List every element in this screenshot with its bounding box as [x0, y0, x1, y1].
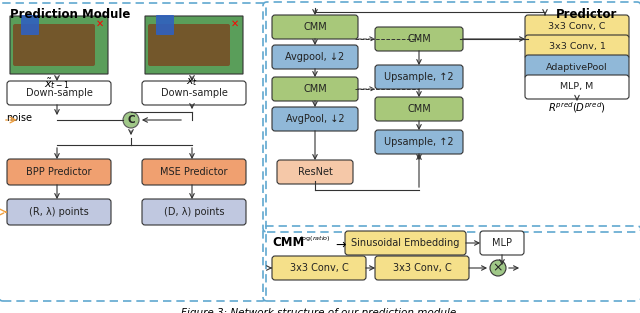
FancyBboxPatch shape — [272, 77, 358, 101]
FancyBboxPatch shape — [375, 65, 463, 89]
Text: Upsample, ↑2: Upsample, ↑2 — [384, 137, 454, 147]
Text: 3x3 Conv, C: 3x3 Conv, C — [548, 23, 605, 32]
Text: Figure 3: Network structure of our prediction module.: Figure 3: Network structure of our predi… — [180, 308, 460, 313]
FancyBboxPatch shape — [277, 160, 353, 184]
FancyBboxPatch shape — [525, 55, 629, 79]
Text: Prediction Module: Prediction Module — [10, 8, 131, 21]
Text: ResNet: ResNet — [298, 167, 332, 177]
Circle shape — [123, 112, 139, 128]
FancyBboxPatch shape — [272, 45, 358, 69]
FancyBboxPatch shape — [7, 81, 111, 105]
FancyBboxPatch shape — [142, 199, 246, 225]
Text: 3x3 Conv, C: 3x3 Conv, C — [290, 263, 348, 273]
Text: noise: noise — [6, 113, 32, 123]
Text: CMM: CMM — [272, 236, 304, 249]
Text: (R, λ) points: (R, λ) points — [29, 207, 89, 217]
FancyBboxPatch shape — [7, 199, 111, 225]
FancyBboxPatch shape — [375, 256, 469, 280]
Text: Sinusoidal Embedding: Sinusoidal Embedding — [351, 238, 460, 248]
Text: ✕: ✕ — [96, 19, 104, 29]
Text: CMM: CMM — [407, 34, 431, 44]
Text: $x_t$: $x_t$ — [186, 76, 198, 88]
FancyBboxPatch shape — [525, 15, 629, 39]
FancyBboxPatch shape — [375, 97, 463, 121]
Text: MLP, M: MLP, M — [561, 83, 594, 91]
Text: Down-sample: Down-sample — [26, 88, 92, 98]
Text: $R^{pred}(D^{pred})$: $R^{pred}(D^{pred})$ — [548, 100, 606, 115]
Text: BPP Predictor: BPP Predictor — [26, 167, 92, 177]
FancyBboxPatch shape — [7, 159, 111, 185]
Text: 3x3 Conv, 1: 3x3 Conv, 1 — [548, 43, 605, 52]
FancyBboxPatch shape — [142, 159, 246, 185]
Text: Predictor: Predictor — [556, 8, 618, 21]
Text: C: C — [127, 115, 135, 125]
Text: CMM: CMM — [407, 104, 431, 114]
Text: (D, λ) points: (D, λ) points — [164, 207, 224, 217]
FancyBboxPatch shape — [272, 107, 358, 131]
Text: ×: × — [493, 261, 503, 275]
Text: 3x3 Conv, C: 3x3 Conv, C — [392, 263, 451, 273]
Text: $\tilde{x}_{t-1}$: $\tilde{x}_{t-1}$ — [44, 76, 70, 91]
Text: CMM: CMM — [303, 84, 327, 94]
Text: CMM: CMM — [303, 22, 327, 32]
Text: ✕: ✕ — [231, 19, 239, 29]
FancyBboxPatch shape — [145, 16, 243, 74]
Text: Down-sample: Down-sample — [161, 88, 227, 98]
Text: Avgpool, ↓2: Avgpool, ↓2 — [285, 52, 344, 62]
Text: AvgPool, ↓2: AvgPool, ↓2 — [285, 114, 344, 124]
FancyBboxPatch shape — [525, 75, 629, 99]
Text: MLP: MLP — [492, 238, 512, 248]
Text: AdaptivePool: AdaptivePool — [546, 63, 608, 71]
FancyBboxPatch shape — [272, 256, 366, 280]
FancyBboxPatch shape — [21, 15, 39, 35]
Circle shape — [490, 260, 506, 276]
Text: Upsample, ↑2: Upsample, ↑2 — [384, 72, 454, 82]
FancyBboxPatch shape — [10, 16, 108, 74]
FancyBboxPatch shape — [148, 24, 230, 66]
FancyBboxPatch shape — [13, 24, 95, 66]
FancyBboxPatch shape — [272, 15, 358, 39]
Text: $_{\mathrm{log}(ratio)}$: $_{\mathrm{log}(ratio)}$ — [300, 235, 331, 244]
FancyBboxPatch shape — [375, 130, 463, 154]
FancyBboxPatch shape — [345, 231, 466, 255]
FancyBboxPatch shape — [480, 231, 524, 255]
FancyBboxPatch shape — [375, 27, 463, 51]
FancyBboxPatch shape — [156, 15, 174, 35]
Text: $\rightarrow$: $\rightarrow$ — [333, 238, 348, 250]
Text: MSE Predictor: MSE Predictor — [160, 167, 228, 177]
FancyBboxPatch shape — [525, 35, 629, 59]
FancyBboxPatch shape — [142, 81, 246, 105]
